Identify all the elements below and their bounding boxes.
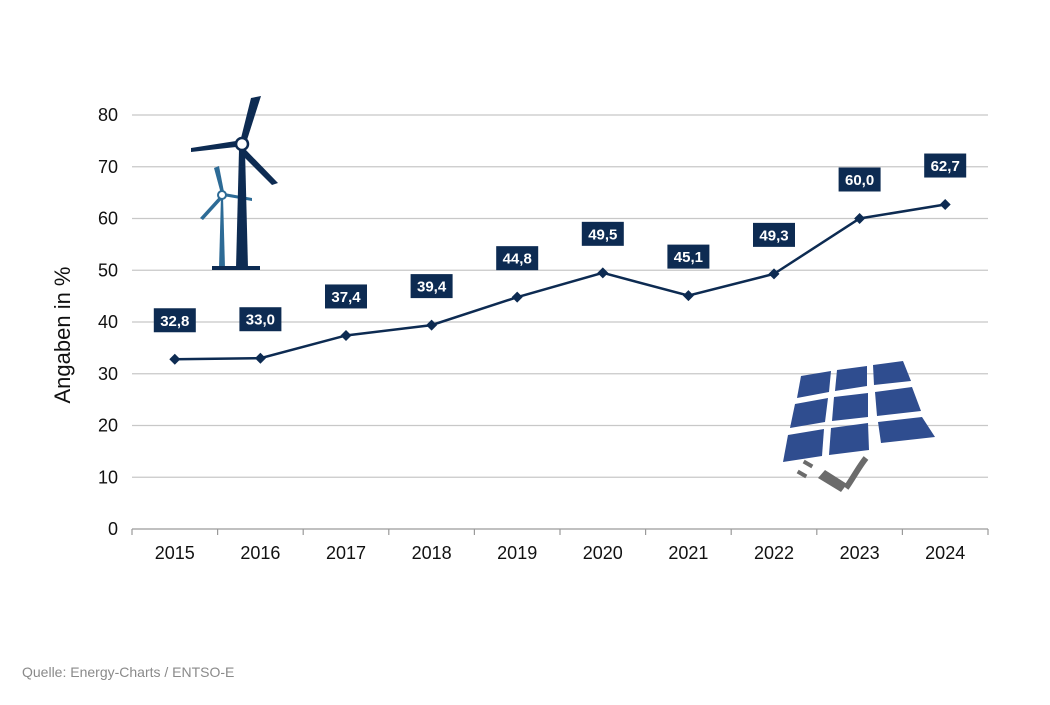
y-tick-label: 10 bbox=[98, 467, 118, 487]
data-point bbox=[426, 319, 438, 331]
data-label: 33,0 bbox=[246, 312, 275, 329]
data-label-box bbox=[753, 222, 795, 247]
x-tick-label: 2015 bbox=[155, 543, 195, 563]
data-point bbox=[768, 268, 780, 280]
data-label-box bbox=[410, 274, 453, 299]
data-point bbox=[597, 267, 609, 279]
data-label: 37,4 bbox=[331, 289, 361, 306]
y-tick-label: 50 bbox=[98, 260, 118, 280]
data-label: 62,7 bbox=[931, 158, 960, 175]
data-label: 45,1 bbox=[674, 249, 703, 266]
y-tick-label: 20 bbox=[98, 416, 118, 436]
x-tick-label: 2017 bbox=[326, 543, 366, 563]
data-point bbox=[682, 290, 694, 302]
data-label-box bbox=[325, 284, 367, 309]
x-tick-label: 2019 bbox=[497, 543, 537, 563]
x-tick-label: 2020 bbox=[583, 543, 623, 563]
solar-panel-plug-icon bbox=[783, 361, 935, 492]
axes: 0 10 20 30 40 50 60 70 80 2015 2016 2017 2018 2019 202… bbox=[98, 105, 989, 563]
source-note: Quelle: Energy-Charts / ENTSO-E bbox=[22, 664, 235, 680]
series-line bbox=[174, 203, 946, 361]
data-label-box bbox=[924, 153, 967, 178]
data-point bbox=[169, 353, 181, 365]
y-tick-label: 0 bbox=[108, 519, 118, 539]
data-label-box bbox=[667, 244, 710, 269]
data-label-box bbox=[838, 167, 881, 192]
data-point bbox=[939, 199, 951, 211]
y-tick-label: 40 bbox=[98, 312, 118, 332]
x-tick-label: 2024 bbox=[925, 543, 965, 563]
data-label: 32,8 bbox=[160, 313, 189, 330]
data-point bbox=[854, 213, 866, 224]
data-label-box bbox=[581, 221, 624, 246]
x-tick-label: 2023 bbox=[840, 543, 880, 563]
x-tick-label: 2022 bbox=[754, 543, 794, 563]
y-tick-label: 30 bbox=[98, 364, 118, 384]
x-tick-label: 2018 bbox=[412, 543, 452, 563]
x-tick-label: 2016 bbox=[240, 543, 280, 563]
data-label: 49,5 bbox=[588, 226, 617, 243]
y-tick-label: 70 bbox=[98, 157, 118, 177]
wind-turbines-icon bbox=[191, 96, 278, 270]
data-label-box bbox=[496, 246, 539, 271]
data-label: 60,0 bbox=[845, 172, 874, 189]
data-point bbox=[511, 291, 523, 303]
y-tick-label: 80 bbox=[98, 105, 118, 125]
series-layer: 32,8 33,0 37,4 39,4 44,8 49,5 45,1 49,3 60,0 62,7 bbox=[153, 153, 967, 365]
data-label: 44,8 bbox=[503, 251, 532, 268]
x-tick-label: 2021 bbox=[668, 543, 708, 563]
y-axis-label: Angaben in % bbox=[50, 267, 75, 404]
data-point bbox=[340, 329, 352, 341]
data-label: 49,3 bbox=[759, 227, 788, 244]
data-label-box bbox=[153, 308, 196, 333]
data-label: 39,4 bbox=[417, 279, 447, 296]
data-label-box bbox=[239, 307, 282, 332]
y-tick-label: 60 bbox=[98, 209, 118, 229]
data-point bbox=[254, 352, 266, 364]
